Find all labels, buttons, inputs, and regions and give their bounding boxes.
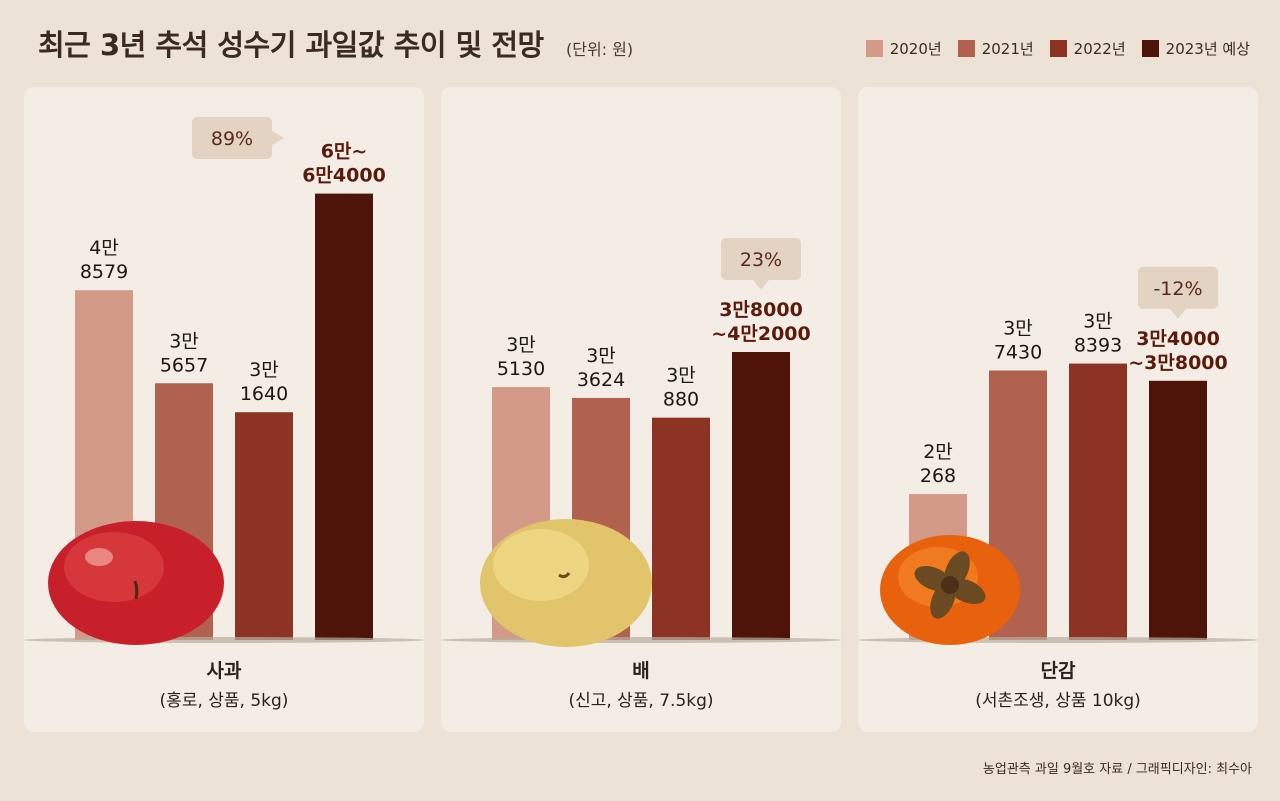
change-label: 23% xyxy=(740,249,782,271)
value-label-2021년-line2: 5657 xyxy=(160,354,208,376)
value-label-2023년 예상-line1: 3만8000 xyxy=(719,299,803,321)
value-label-2021년-line1: 3만 xyxy=(169,330,199,352)
value-label-2021년-line2: 3624 xyxy=(577,369,625,391)
value-label-2020년-line1: 2만 xyxy=(923,441,953,463)
value-label-2020년-line1: 4만 xyxy=(89,237,119,259)
bar-2022년 xyxy=(652,417,710,640)
source-note: 농업관측 과일 9월호 자료 / 그래픽디자인: 최수아 xyxy=(982,762,1252,777)
value-label-2020년-line2: 8579 xyxy=(80,261,128,283)
bar-2023년 예상 xyxy=(732,352,790,640)
unit-label: (단위: 원) xyxy=(566,40,634,59)
change-label: -12% xyxy=(1153,278,1202,300)
pear-illustration xyxy=(441,519,841,647)
bar-2023년 예상 xyxy=(315,193,373,640)
value-label-2022년-line1: 3만 xyxy=(666,365,696,387)
panel-apple: 4만 8579 3만 5657 3만 1640 6만~ 6만4000 89% 사과 (홍로, 상… xyxy=(24,87,424,732)
chart-title: 최근 3년 추석 성수기 과일값 추이 및 전망 xyxy=(38,28,544,62)
legend-label-2023: 2023년 예상 xyxy=(1165,40,1250,58)
legend-label-2021: 2021년 xyxy=(981,40,1034,58)
legend-label-2020: 2020년 xyxy=(889,40,942,58)
change-callout: 89% xyxy=(192,117,284,159)
value-label-2021년-line1: 3만 xyxy=(586,345,616,367)
bar-2023년 예상 xyxy=(1149,380,1207,640)
value-label-2020년-line2: 5130 xyxy=(497,358,545,380)
legend-label-2022: 2022년 xyxy=(1073,40,1126,58)
value-label-2023년 예상-line2: ~3만8000 xyxy=(1128,352,1228,374)
persimmon-spec: (서촌조생, 상품 10kg) xyxy=(975,691,1141,711)
panel-persimmon: 2만 268 3만 7430 3만 8393 3만4000 ~3만8000 -12% 단감 (서… xyxy=(858,87,1258,732)
apple-illustration xyxy=(24,521,424,645)
legend-item-2020: 2020년 xyxy=(865,38,942,59)
value-label-2021년-line2: 7430 xyxy=(994,342,1042,364)
legend-item-2023: 2023년 예상 xyxy=(1141,38,1250,59)
value-label-2022년-line2: 880 xyxy=(663,389,699,411)
apple-name: 사과 xyxy=(206,660,242,682)
value-label-2023년 예상-line1: 6만~ xyxy=(321,141,368,163)
legend-item-2021: 2021년 xyxy=(957,38,1034,59)
persimmon-illustration xyxy=(858,535,1258,645)
legend: 2020년 2021년 2022년 2023년 예상 xyxy=(865,38,1250,59)
value-label-2022년-line1: 3만 xyxy=(1083,311,1113,333)
apple-spec: (홍로, 상품, 5kg) xyxy=(159,691,289,711)
change-callout: -12% xyxy=(1138,266,1218,319)
value-label-2023년 예상-line2: ~4만2000 xyxy=(711,323,811,345)
legend-item-2022: 2022년 xyxy=(1049,38,1126,59)
pear-name: 배 xyxy=(632,660,650,682)
legend-swatch-2022 xyxy=(1049,40,1067,57)
legend-swatch-2023 xyxy=(1141,40,1159,57)
value-label-2021년-line1: 3만 xyxy=(1003,318,1033,340)
bar-2022년 xyxy=(1069,363,1127,640)
value-label-2023년 예상-line1: 3만4000 xyxy=(1136,328,1220,350)
change-label: 89% xyxy=(211,128,253,150)
change-callout: 23% xyxy=(721,238,801,290)
value-label-2020년-line1: 3만 xyxy=(506,334,536,356)
value-label-2022년-line1: 3만 xyxy=(249,359,279,381)
value-label-2020년-line2: 268 xyxy=(920,465,956,487)
panel-pear: 3만 5130 3만 3624 3만 880 3만8000 ~4만2000 23% 배 (신고,… xyxy=(441,87,841,732)
persimmon-name: 단감 xyxy=(1040,660,1076,682)
pear-spec: (신고, 상품, 7.5kg) xyxy=(568,691,714,711)
value-label-2022년-line2: 8393 xyxy=(1074,335,1122,357)
legend-swatch-2021 xyxy=(957,40,975,57)
legend-swatch-2020 xyxy=(865,40,883,57)
value-label-2023년 예상-line2: 6만4000 xyxy=(302,165,386,187)
bar-2022년 xyxy=(235,412,293,640)
value-label-2022년-line2: 1640 xyxy=(240,383,288,405)
